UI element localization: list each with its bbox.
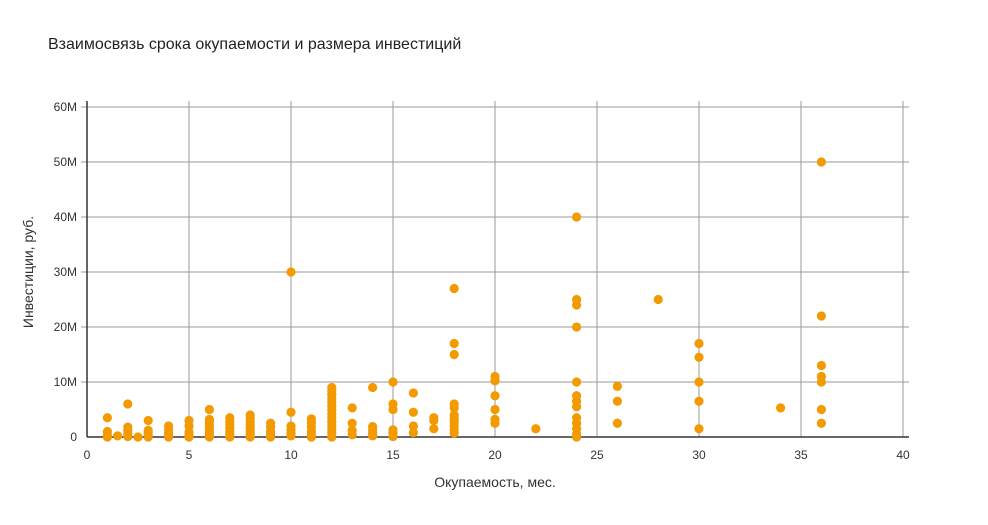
data-point: [347, 403, 357, 413]
data-point: [225, 432, 235, 442]
data-point: [776, 403, 786, 413]
data-point: [612, 381, 623, 391]
axes: [86, 101, 909, 438]
data-point: [164, 432, 174, 442]
x-tick-label: 15: [386, 448, 400, 462]
y-tick-label: 20M: [54, 320, 77, 334]
y-tick-label: 0: [70, 430, 77, 444]
data-point: [694, 424, 704, 434]
data-point: [490, 418, 500, 428]
data-point: [429, 424, 439, 434]
data-point: [204, 432, 214, 442]
data-point: [143, 432, 153, 442]
y-tick-label: 30M: [54, 265, 77, 279]
chart-title: Взаимосвязь срока окупаемости и размера …: [48, 36, 462, 53]
data-point: [694, 352, 704, 362]
data-point: [143, 415, 153, 426]
data-point: [286, 407, 296, 417]
x-tick-label: 40: [896, 448, 910, 462]
data-point: [490, 404, 500, 415]
data-point: [429, 415, 439, 426]
data-point: [327, 432, 337, 442]
data-point: [572, 432, 582, 442]
data-point: [816, 311, 827, 321]
data-point: [245, 432, 255, 442]
data-point: [572, 402, 582, 412]
data-point: [449, 403, 459, 413]
data-point: [133, 432, 143, 442]
x-tick-label: 35: [794, 448, 808, 462]
data-point: [816, 360, 827, 371]
data-point: [408, 388, 418, 398]
data-point: [123, 431, 133, 442]
data-point: [816, 157, 827, 167]
y-axis-title: Инвестиции, руб.: [20, 216, 36, 328]
y-tick-label: 10M: [54, 375, 77, 389]
data-points: [102, 157, 827, 442]
y-tick-label: 40M: [54, 210, 77, 224]
data-point: [816, 377, 827, 387]
data-point: [408, 421, 418, 431]
data-point: [449, 338, 459, 349]
data-point: [184, 432, 194, 442]
data-point: [204, 404, 214, 415]
data-point: [388, 431, 398, 442]
data-point: [612, 418, 623, 428]
data-point: [306, 432, 316, 442]
y-tick-label: 60M: [54, 100, 77, 114]
x-tick-label: 30: [692, 448, 706, 462]
tick-labels: 0 5 10 15 20 25 30 35 40 0 10M 20M 30M 40M 50M 60M: [54, 100, 910, 462]
data-point: [449, 283, 459, 294]
data-point: [816, 418, 827, 428]
data-point: [368, 431, 378, 441]
x-tick-label: 10: [284, 448, 298, 462]
data-point: [531, 424, 541, 434]
grid: [81, 101, 909, 437]
data-point: [266, 432, 276, 442]
data-point: [347, 430, 357, 440]
data-point: [347, 418, 357, 428]
y-tick-label: 50M: [54, 155, 77, 169]
data-point: [102, 413, 112, 423]
data-point: [816, 404, 827, 415]
data-point: [408, 428, 418, 438]
x-tick-label: 5: [186, 448, 193, 462]
data-point: [286, 431, 296, 441]
data-point: [572, 212, 582, 222]
x-tick-label: 20: [488, 448, 502, 462]
data-point: [368, 382, 378, 393]
data-point: [286, 267, 296, 277]
data-point: [694, 338, 704, 349]
data-point: [408, 407, 418, 417]
data-point: [490, 376, 500, 386]
x-axis-title: Окупаемость, мес.: [434, 474, 556, 490]
data-point: [612, 396, 623, 406]
data-point: [572, 300, 582, 310]
data-point: [572, 377, 582, 387]
data-point: [123, 399, 133, 409]
x-tick-label: 0: [84, 448, 91, 462]
data-point: [653, 294, 663, 305]
data-point: [388, 377, 398, 387]
data-point: [113, 431, 123, 441]
x-tick-label: 25: [590, 448, 604, 462]
data-point: [694, 396, 704, 406]
data-point: [102, 432, 112, 442]
data-point: [388, 404, 398, 415]
data-point: [694, 377, 704, 387]
data-point: [449, 428, 459, 438]
data-point: [449, 349, 459, 360]
data-point: [490, 391, 500, 401]
data-point: [572, 322, 582, 332]
